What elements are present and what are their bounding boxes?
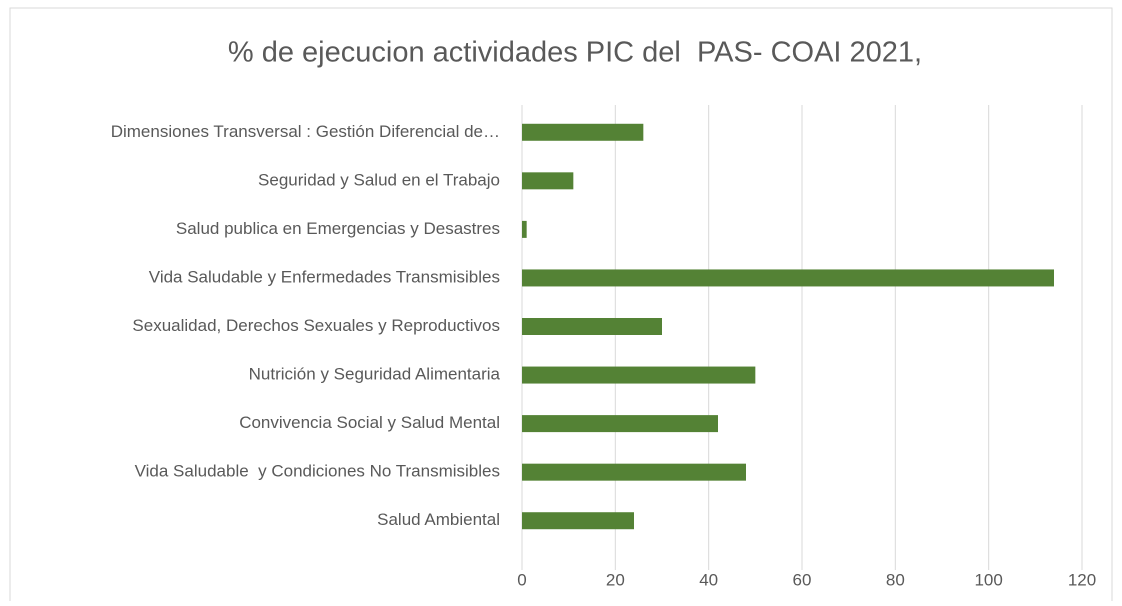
bar (522, 123, 644, 141)
chart-frame (9, 7, 1113, 606)
x-tick-label: 80 (886, 570, 905, 589)
x-tick-label: 100 (974, 570, 1002, 589)
y-tick-label: Sexualidad, Derechos Sexuales y Reproduc… (132, 316, 500, 335)
chart-title: % de ejecucion actividades PIC del PAS- … (228, 37, 922, 69)
x-tick-label: 0 (517, 570, 526, 589)
x-tick-label: 60 (793, 570, 812, 589)
y-tick-label: Salud publica en Emergencias y Desastres (176, 219, 500, 238)
y-tick-label: Convivencia Social y Salud Mental (239, 413, 500, 432)
y-tick-label: Vida Saludable y Condiciones No Transmis… (135, 462, 500, 481)
bar (522, 463, 746, 481)
y-tick-label: Vida Saludable y Enfermedades Transmisib… (149, 267, 500, 286)
bar (522, 318, 662, 335)
y-tick-label: Nutrición y Seguridad Alimentaria (249, 365, 501, 384)
y-tick-label: Seguridad y Salud en el Trabajo (258, 170, 500, 189)
x-tick-label: 40 (699, 570, 718, 589)
x-tick-label: 20 (606, 570, 625, 589)
y-tick-label: Salud Ambiental (377, 510, 500, 529)
bar (522, 172, 574, 190)
y-tick-label: Dimensiones Transversal : Gestión Difere… (111, 122, 500, 141)
bar (522, 269, 1054, 287)
bar (522, 415, 718, 433)
bar (522, 512, 634, 530)
bar (522, 220, 527, 238)
bar (522, 366, 756, 384)
x-tick-label: 120 (1068, 570, 1096, 589)
